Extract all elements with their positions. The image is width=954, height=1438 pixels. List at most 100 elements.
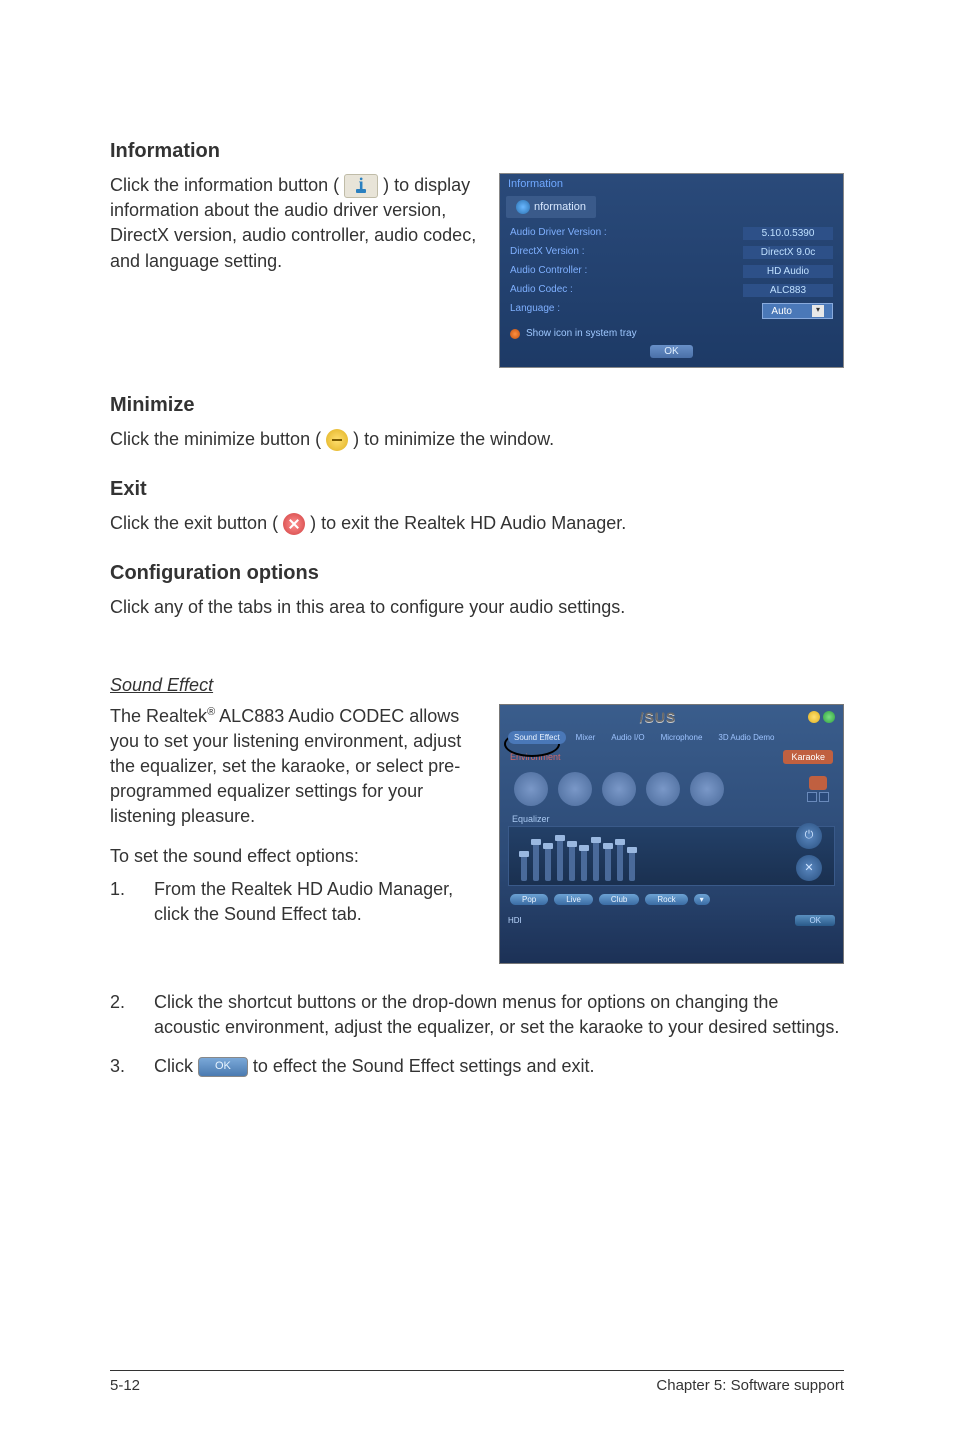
heading-config: Configuration options (110, 562, 844, 585)
info-driver-value: 5.10.0.5390 (743, 227, 833, 240)
se-equalizer: ⏻ ✕ (508, 826, 835, 886)
preset-more-button[interactable]: ▾ (694, 894, 710, 905)
info-row-driver: Audio Driver Version : 5.10.0.5390 (510, 224, 833, 243)
se-icon-row (500, 768, 843, 810)
close-icon (283, 513, 305, 535)
eq-slider[interactable] (593, 837, 599, 881)
section-minimize: Minimize Click the minimize button ( ) t… (110, 394, 844, 452)
section-sound-effect: Sound Effect The Realtek® ALC883 Audio C… (110, 675, 844, 964)
info-directx-label: DirectX Version : (510, 246, 584, 259)
info-codec-value: ALC883 (743, 284, 833, 297)
eq-slider[interactable] (605, 843, 611, 881)
section-information: Information Click the information button… (110, 140, 844, 368)
info-driver-label: Audio Driver Version : (510, 227, 607, 240)
ok-inline-button: OK (198, 1057, 248, 1076)
preset-pop-button[interactable]: Pop (510, 894, 548, 905)
env-preset-icon[interactable] (690, 772, 724, 806)
info-body: Click the information button ( ) to disp… (110, 173, 487, 274)
sound-effect-block: The Realtek® ALC883 Audio CODEC allows y… (110, 704, 844, 964)
radio-icon[interactable] (510, 329, 520, 339)
se-ok-row: HDI OK (500, 911, 843, 930)
se-body-pre: The Realtek (110, 706, 207, 726)
sound-effect-panel: /SUS Sound Effect Mixer Audio I/O Microp… (499, 704, 844, 964)
eq-slider[interactable] (629, 847, 635, 881)
env-preset-icon[interactable] (558, 772, 592, 806)
info-ok-wrap: OK (500, 345, 843, 358)
sound-effect-body: The Realtek® ALC883 Audio CODEC allows y… (110, 704, 485, 830)
info-row-codec: Audio Codec : ALC883 (510, 281, 833, 300)
karaoke-key-up[interactable] (819, 792, 829, 802)
info-controller-value: HD Audio (743, 265, 833, 278)
maximize-icon[interactable] (823, 711, 835, 723)
env-preset-icon[interactable] (602, 772, 636, 806)
info-tab-label: nformation (534, 201, 586, 213)
se-preset-buttons: Pop Live Club Rock ▾ (500, 888, 843, 911)
eq-slider[interactable] (581, 845, 587, 881)
information-panel: Information nformation Audio Driver Vers… (499, 173, 844, 368)
heading-information: Information (110, 140, 844, 163)
step-3-post: to effect the Sound Effect settings and … (253, 1056, 595, 1076)
preset-live-button[interactable]: Live (554, 894, 593, 905)
tab-3d-audio-demo[interactable]: 3D Audio Demo (712, 731, 780, 744)
tab-mixer[interactable]: Mixer (570, 731, 602, 744)
config-body: Click any of the tabs in this area to co… (110, 595, 844, 620)
se-equalizer-label: Equalizer (500, 810, 843, 824)
preset-rock-button[interactable]: Rock (645, 894, 687, 905)
eq-slider[interactable] (533, 839, 539, 881)
info-directx-value: DirectX 9.0c (743, 246, 833, 259)
step-3-pre: Click (154, 1056, 198, 1076)
info-rows: Audio Driver Version : 5.10.0.5390 Direc… (500, 224, 843, 322)
step-2-text: Click the shortcut buttons or the drop-d… (154, 992, 839, 1037)
info-panel-title: Information (500, 174, 843, 194)
tab-sound-effect[interactable]: Sound Effect (508, 731, 566, 744)
se-body-sup: ® (207, 706, 215, 718)
eq-power-icon[interactable]: ⏻ (796, 823, 822, 849)
karaoke-key-down[interactable] (807, 792, 817, 802)
eq-slider[interactable] (569, 841, 575, 881)
sound-effect-text: The Realtek® ALC883 Audio CODEC allows y… (110, 704, 485, 942)
info-text-wrap: Click the information button ( ) to disp… (110, 173, 487, 282)
footer-page-number: 5-12 (110, 1377, 140, 1394)
info-panel-tab: nformation (506, 196, 596, 218)
eq-reset-icon[interactable]: ✕ (796, 855, 822, 881)
info-ok-button[interactable]: OK (650, 345, 692, 358)
section-config: Configuration options Click any of the t… (110, 562, 844, 620)
step-2: 2.Click the shortcut buttons or the drop… (110, 990, 844, 1040)
minimize-icon (326, 429, 348, 451)
footer-chapter: Chapter 5: Software support (656, 1377, 844, 1394)
info-language-select[interactable]: Auto ▾ (762, 303, 833, 319)
env-preset-icon[interactable] (646, 772, 680, 806)
info-row-directx: DirectX Version : DirectX 9.0c (510, 243, 833, 262)
step-3: 3. Click OK to effect the Sound Effect s… (110, 1054, 844, 1079)
eq-slider[interactable] (557, 835, 563, 881)
chevron-down-icon[interactable]: ▾ (812, 305, 824, 317)
eq-slider[interactable] (521, 851, 527, 881)
step-1-text: From the Realtek HD Audio Manager, click… (154, 879, 453, 924)
exit-pre: Click the exit button ( (110, 513, 278, 533)
sound-effect-steps-cont: 2.Click the shortcut buttons or the drop… (110, 990, 844, 1080)
se-help-label: HDI (508, 916, 522, 925)
info-body-pre: Click the information button ( (110, 175, 344, 195)
tab-microphone[interactable]: Microphone (655, 731, 709, 744)
se-karaoke-label: Karaoke (783, 750, 833, 764)
info-row-language: Language : Auto ▾ (510, 300, 833, 322)
tab-audio-io[interactable]: Audio I/O (605, 731, 650, 744)
step-1: 1.From the Realtek HD Audio Manager, cli… (110, 877, 485, 927)
minimize-icon[interactable] (808, 711, 820, 723)
info-checkbox-row[interactable]: Show icon in system tray (500, 322, 843, 339)
eq-slider[interactable] (545, 843, 551, 881)
se-window-controls (808, 711, 835, 723)
se-ok-button[interactable]: OK (795, 915, 835, 926)
se-top: /SUS (500, 705, 843, 729)
karaoke-controls (807, 776, 829, 802)
asus-logo: /SUS (640, 709, 677, 725)
karaoke-vocal-icon[interactable] (809, 776, 827, 790)
minimize-body: Click the minimize button ( ) to minimiz… (110, 427, 844, 452)
info-tab-icon (516, 200, 530, 214)
env-preset-icon[interactable] (514, 772, 548, 806)
minimize-pre: Click the minimize button ( (110, 429, 321, 449)
eq-slider[interactable] (617, 839, 623, 881)
heading-sound-effect: Sound Effect (110, 675, 844, 696)
sound-effect-steps: 1.From the Realtek HD Audio Manager, cli… (110, 877, 485, 927)
preset-club-button[interactable]: Club (599, 894, 639, 905)
